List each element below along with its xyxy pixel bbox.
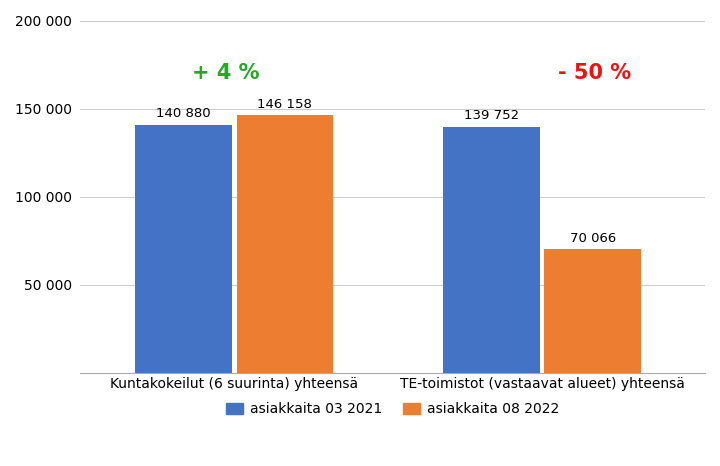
- Text: 70 066: 70 066: [570, 232, 616, 245]
- Bar: [544, 249, 642, 373]
- Text: 139 752: 139 752: [464, 109, 519, 122]
- Text: 140 880: 140 880: [156, 107, 211, 120]
- Bar: [444, 127, 540, 373]
- Bar: [135, 124, 232, 373]
- Bar: [236, 115, 333, 373]
- Legend: asiakkaita 03 2021, asiakkaita 08 2022: asiakkaita 03 2021, asiakkaita 08 2022: [221, 397, 564, 422]
- Text: + 4 %: + 4 %: [192, 63, 259, 83]
- Text: - 50 %: - 50 %: [559, 63, 631, 83]
- Text: 146 158: 146 158: [258, 98, 312, 111]
